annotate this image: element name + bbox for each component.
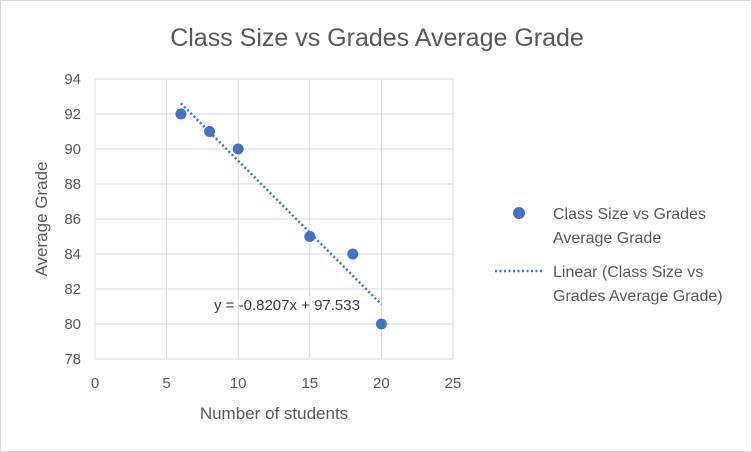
chart-title: Class Size vs Grades Average Grade: [170, 24, 584, 52]
y-tick-label: 80: [64, 316, 81, 333]
y-tick-label: 88: [64, 176, 81, 193]
data-point: [232, 143, 244, 155]
gridlines: [94, 78, 454, 360]
y-tick-label: 78: [64, 351, 81, 368]
y-tick-label: 90: [64, 141, 81, 158]
y-axis-ticks: 78 80 82 84 86 88 90 92 94: [64, 71, 81, 368]
data-points: [175, 108, 387, 330]
x-tick-label: 0: [91, 375, 99, 392]
x-tick-label: 10: [230, 375, 247, 392]
y-tick-label: 94: [64, 71, 81, 88]
legend-marker-series: [513, 207, 525, 219]
y-tick-label: 84: [64, 246, 81, 263]
legend: Class Size vs Grades Average Grade Linea…: [495, 206, 723, 305]
y-tick-label: 82: [64, 281, 81, 298]
legend-series-label-line1: Class Size vs Grades: [553, 206, 706, 223]
data-point: [204, 126, 216, 137]
x-axis-ticks: 0 5 10 15 20 25: [91, 375, 462, 392]
x-axis-label: Number of students: [200, 404, 348, 423]
y-tick-label: 92: [64, 106, 81, 123]
trendline-equation: y = -0.8207x + 97.533: [214, 297, 360, 314]
data-point: [175, 108, 187, 120]
x-tick-label: 25: [445, 375, 462, 392]
y-tick-label: 86: [64, 211, 81, 228]
x-tick-label: 15: [301, 375, 318, 392]
x-tick-label: 5: [162, 375, 170, 392]
legend-trendline-label-line2: Grades Average Grade): [553, 288, 723, 305]
data-point: [304, 231, 316, 242]
legend-trendline-label-line1: Linear (Class Size vs: [553, 264, 703, 281]
x-tick-label: 20: [373, 375, 390, 392]
legend-series-label-line2: Average Grade: [553, 230, 661, 247]
data-point: [375, 318, 387, 330]
y-axis-label: Average Grade: [32, 162, 51, 277]
data-point: [347, 248, 359, 260]
